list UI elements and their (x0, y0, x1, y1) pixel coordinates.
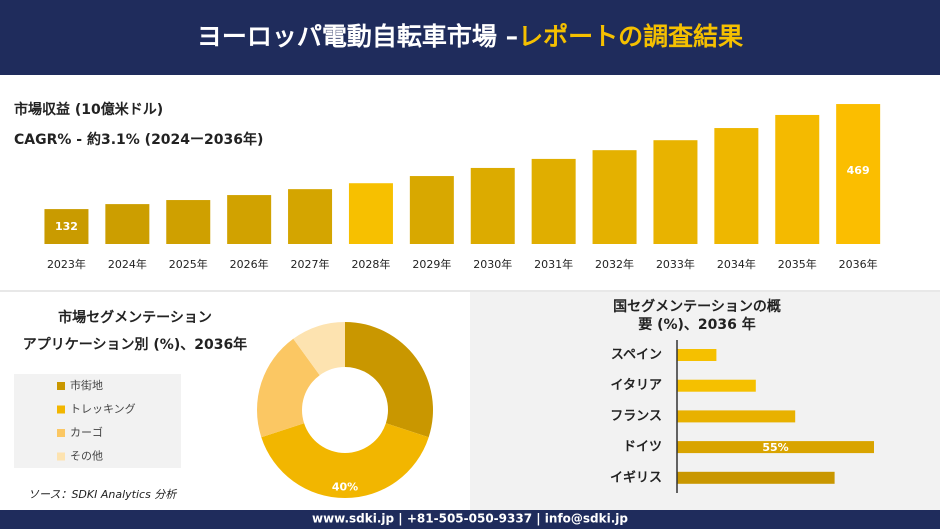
legend-label: 市街地 (70, 378, 103, 392)
y-tick-label: フランス (610, 409, 662, 424)
footer-bar (0, 510, 940, 529)
x-tick-label: 2035年 (778, 257, 817, 271)
x-tick-label: 2030年 (473, 257, 512, 271)
bar (653, 140, 698, 244)
x-tick-label: 2027年 (291, 257, 330, 271)
bar (166, 200, 211, 244)
bar (348, 183, 393, 244)
chart-title: 市場収益 (10億米ドル) (14, 101, 163, 118)
value-label: 40% (332, 481, 358, 494)
y-tick-label: ドイツ (623, 440, 662, 455)
header-bar (0, 0, 940, 75)
bar (677, 410, 796, 423)
legend-label: カーゴ (70, 425, 103, 439)
bar (836, 104, 881, 244)
footer-text: www.sdki.jp | +81-505-050-9337 | info@sd… (312, 512, 628, 526)
y-tick-label: スペイン (611, 348, 662, 363)
legend-box (14, 374, 181, 468)
legend-label: その他 (70, 450, 103, 463)
bar (775, 114, 820, 244)
bar (677, 471, 835, 484)
value-label: 55% (762, 441, 788, 454)
x-tick-label: 2036年 (839, 257, 878, 271)
x-tick-label: 2029年 (412, 257, 451, 271)
chart-subtitle: 要 (%)、2036 年 (638, 316, 756, 333)
bar (592, 150, 637, 244)
chart-title: 市場セグメンテーション (58, 309, 212, 326)
x-tick-label: 2032年 (595, 257, 634, 271)
bar (288, 189, 333, 244)
x-tick-label: 2026年 (230, 257, 269, 271)
bar (44, 209, 89, 244)
bar (227, 195, 272, 244)
donut-slice (345, 322, 433, 438)
source: ソース：SDKI Analytics 分析 (28, 488, 178, 501)
donut-slice (293, 322, 345, 376)
x-tick-label: 2025年 (169, 257, 208, 271)
title-main: ヨーロッパ電動自転車市場 – (197, 22, 518, 51)
bar (470, 167, 515, 244)
value-label: 132 (55, 220, 78, 233)
value-label: 469 (847, 164, 870, 177)
bar (677, 441, 874, 454)
chart-subtitle: CAGR% - 約3.1% (2024ー2036年) (14, 131, 263, 148)
x-tick-label: 2033年 (656, 257, 695, 271)
x-tick-label: 2024年 (108, 257, 147, 271)
bar (531, 158, 576, 244)
chart-subtitle: アプリケーション別 (%)、2036年 (23, 336, 247, 353)
page-title: ヨーロッパ電動自転車市場 –レポートの調査結果 (197, 22, 743, 51)
legend-label: トレッキング (70, 402, 136, 416)
bar (105, 204, 150, 244)
x-tick-label: 2034年 (717, 257, 756, 271)
donut-slice (261, 423, 429, 498)
donut-slice (257, 338, 320, 438)
x-tick-label: 2031年 (534, 257, 573, 271)
x-tick-label: 2023年 (47, 257, 86, 271)
legend-swatch (57, 382, 65, 390)
legend-swatch (57, 405, 65, 414)
bar (677, 349, 717, 361)
bar (409, 176, 454, 244)
y-tick-label: イタリア (611, 378, 662, 393)
y-tick-label: イギリス (610, 469, 662, 485)
chart-title: 国セグメンテーションの概 (613, 298, 781, 315)
title-highlight: レポートの調査結果 (518, 22, 743, 51)
bar (677, 379, 756, 392)
legend-swatch (57, 429, 65, 437)
bar (714, 128, 759, 244)
legend-swatch (57, 452, 65, 461)
x-tick-label: 2028年 (351, 257, 390, 271)
